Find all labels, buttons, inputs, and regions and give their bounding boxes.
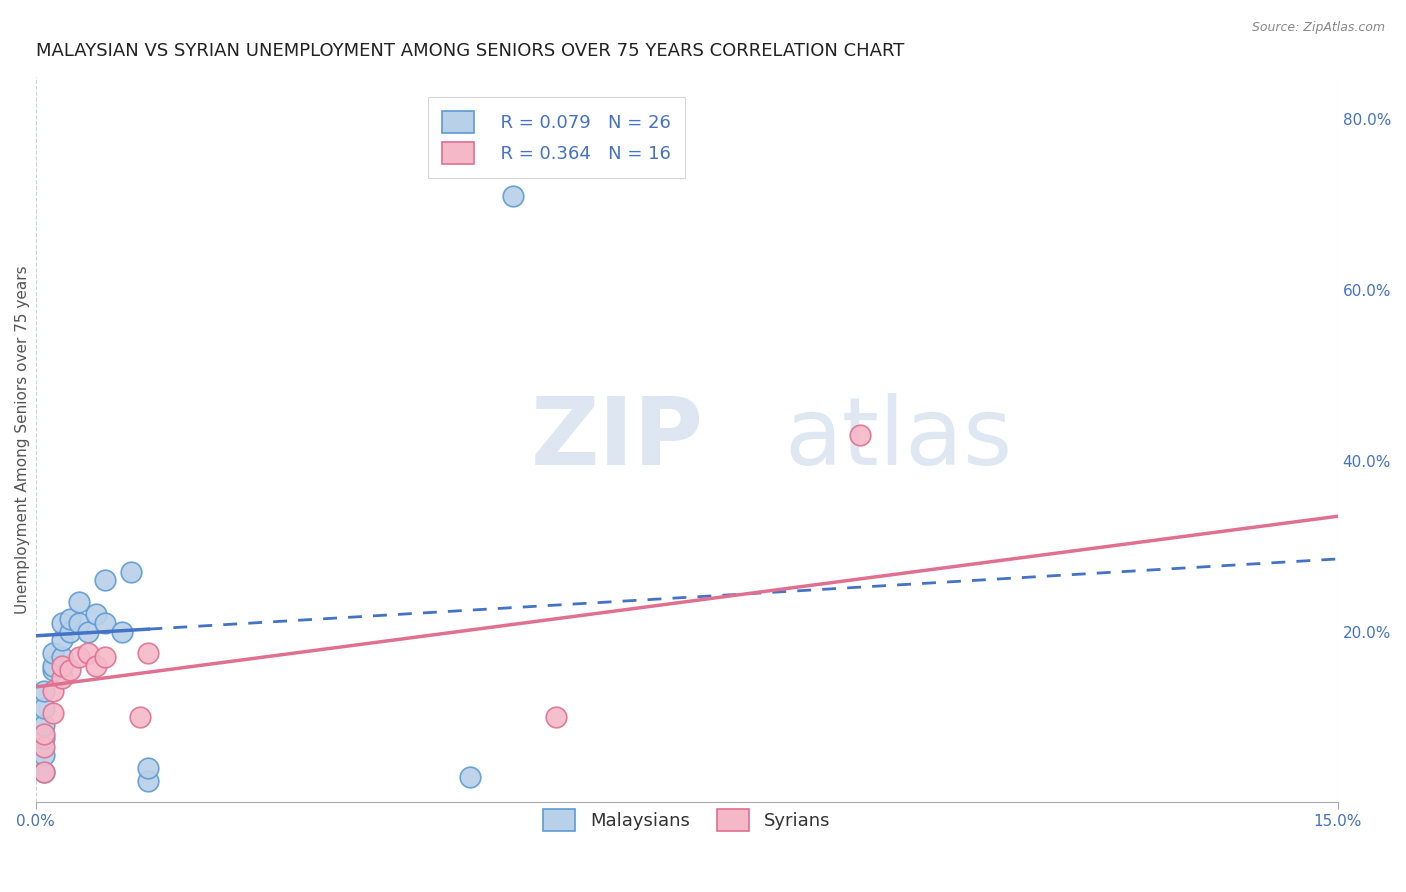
Point [32,739,55,754]
Point [138,761,160,775]
Point [458,770,481,784]
Point [42,658,65,673]
Y-axis label: Unemployment Among Seniors over 75 years: Unemployment Among Seniors over 75 years [15,265,30,614]
Point [59,624,82,639]
Point [546,710,568,724]
Point [32,701,55,715]
Point [59,663,82,677]
Point [120,565,142,579]
Point [138,773,160,788]
Point [32,684,55,698]
Point [67,594,90,608]
Point [42,706,65,720]
Point [32,765,55,780]
Point [128,710,150,724]
Point [94,615,117,630]
Point [94,574,117,588]
Point [138,646,160,660]
Point [51,658,73,673]
Text: ZIP: ZIP [530,393,703,485]
Text: Source: ZipAtlas.com: Source: ZipAtlas.com [1251,21,1385,34]
Point [42,646,65,660]
Point [51,633,73,648]
Text: MALAYSIAN VS SYRIAN UNEMPLOYMENT AMONG SENIORS OVER 75 YEARS CORRELATION CHART: MALAYSIAN VS SYRIAN UNEMPLOYMENT AMONG S… [35,42,904,60]
Point [32,748,55,763]
Point [51,650,73,665]
Point [111,624,134,639]
Point [94,650,117,665]
Point [76,646,98,660]
Point [67,615,90,630]
Point [86,607,108,622]
Point [76,624,98,639]
Point [51,672,73,686]
Point [32,731,55,746]
Point [67,650,90,665]
Point [32,727,55,741]
Point [849,428,872,442]
Point [32,765,55,780]
Point [502,189,524,203]
Legend: Malaysians, Syrians: Malaysians, Syrians [530,797,844,844]
Point [32,718,55,732]
Point [42,684,65,698]
Point [42,663,65,677]
Text: atlas: atlas [785,393,1012,485]
Point [59,612,82,626]
Point [51,615,73,630]
Point [86,658,108,673]
